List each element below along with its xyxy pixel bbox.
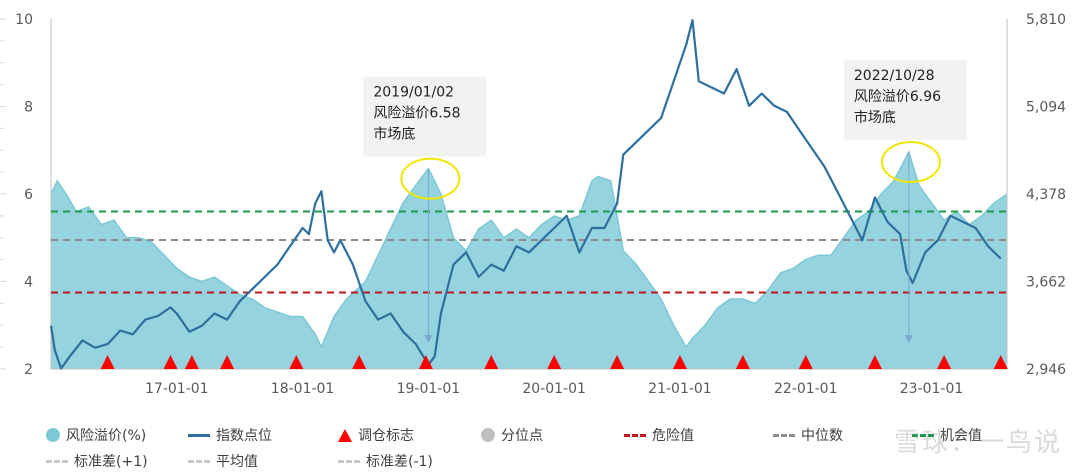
legend-label: 调仓标志 [358, 428, 414, 444]
left-tick-label: 10 [15, 12, 33, 28]
legend-label: 指数点位 [216, 428, 272, 444]
legend-circle-icon [46, 428, 60, 442]
annotation-arrow-0 [424, 335, 433, 343]
annotation-box-1 [843, 60, 967, 140]
risk-premium-area [51, 152, 1007, 369]
x-tick-label: 20-01-01 [522, 381, 586, 397]
x-tick-label: 21-01-01 [648, 381, 712, 397]
annotation-text-0-2: 市场底 [373, 126, 415, 143]
legend-label: 危险值 [652, 428, 694, 444]
watermark: 雪球：一鸟说 [893, 428, 1062, 458]
annotation-circle-1 [880, 141, 941, 183]
annotation-text-1-0: 2022/10/28 [854, 68, 935, 84]
legend-dash-icon [338, 459, 360, 463]
x-tick-label: 19-01-01 [397, 381, 461, 397]
legend-item: 风险溢价(%) [46, 425, 146, 445]
legend-item: 机会值 [912, 425, 982, 445]
rebalance-mark-2 [184, 355, 199, 369]
legend-label: 分位点 [501, 428, 543, 444]
annotation-text-1-2: 市场底 [854, 109, 896, 126]
rebalance-mark-1 [163, 355, 178, 369]
right-tick-label: 5,810 [1026, 12, 1066, 28]
rebalance-mark-8 [547, 355, 562, 369]
left-tick-label: 2 [24, 362, 33, 378]
legend-item: 调仓标志 [338, 425, 414, 445]
index-line [49, 19, 1002, 370]
legend-label: 平均值 [216, 454, 258, 470]
rebalance-mark-15 [993, 355, 1008, 369]
legend-label: 标准差(+1) [74, 454, 148, 470]
rebalance-mark-12 [798, 355, 813, 369]
annotation-text-0-0: 2019/01/02 [373, 85, 454, 101]
left-tick-label: 4 [24, 275, 33, 291]
x-tick-label: 18-01-01 [271, 381, 335, 397]
annotation-arrow-1 [904, 335, 913, 343]
legend-label: 标准差(-1) [366, 454, 433, 470]
chart-legend: 风险溢价(%) 指数点位 调仓标志 分位点 危险值 中位数 机会值 标准差(+1) 平均值 标准… [0, 420, 1080, 476]
rebalance-mark-4 [289, 355, 304, 369]
x-tick-label: 22-01-01 [774, 381, 838, 397]
legend-item: 标准差(-1) [338, 451, 433, 471]
left-tick-label: 6 [24, 187, 33, 203]
rebalance-mark-3 [220, 355, 235, 369]
rebalance-mark-7 [484, 355, 499, 369]
right-tick-label: 5,094 [1026, 100, 1066, 116]
legend-item: 标准差(+1) [46, 451, 148, 471]
legend-item: 分位点 [481, 425, 543, 445]
annotation-circle-0 [400, 157, 461, 200]
right-tick-label: 3,662 [1026, 275, 1066, 291]
legend-label: 中位数 [801, 428, 843, 444]
legend-dash-icon [912, 433, 934, 437]
rebalance-mark-14 [937, 355, 952, 369]
left-tick-label: 8 [24, 100, 33, 116]
legend-dash-icon [46, 459, 68, 463]
risk-premium-line [50, 150, 1008, 349]
annotation-box-0 [363, 76, 487, 157]
right-tick-label: 4,378 [1026, 187, 1066, 203]
legend-line-icon [188, 433, 210, 437]
rebalance-mark-0 [100, 355, 115, 369]
annotation-text-0-1: 风险溢价6.58 [373, 106, 460, 122]
right-tick-label: 2,946 [1026, 362, 1066, 378]
annotation-text-1-1: 风险溢价6.96 [854, 89, 941, 105]
legend-item: 中位数 [773, 425, 843, 445]
legend-item: 平均值 [188, 451, 258, 471]
legend-label: 机会值 [940, 428, 982, 444]
legend-dash-icon [624, 433, 646, 437]
legend-item: 危险值 [624, 425, 694, 445]
legend-label: 风险溢价(%) [66, 428, 147, 444]
legend-item: 指数点位 [188, 425, 272, 445]
legend-circle-icon [481, 428, 495, 442]
rebalance-mark-5 [352, 355, 367, 369]
legend-triangle-icon [338, 428, 352, 442]
rebalance-mark-6 [418, 355, 433, 369]
legend-dash-icon [188, 459, 210, 463]
x-tick-label: 17-01-01 [145, 381, 209, 397]
legend-dash-icon [773, 433, 795, 437]
rebalance-mark-9 [610, 355, 625, 369]
rebalance-mark-13 [867, 355, 882, 369]
rebalance-mark-11 [735, 355, 750, 369]
risk-premium-chart: 2019/01/02 风险溢价6.58 市场底 2022/10/28 风险溢价6.96 市… [0, 12, 1066, 397]
x-tick-label: 23-01-01 [900, 381, 964, 397]
rebalance-mark-10 [672, 355, 687, 369]
